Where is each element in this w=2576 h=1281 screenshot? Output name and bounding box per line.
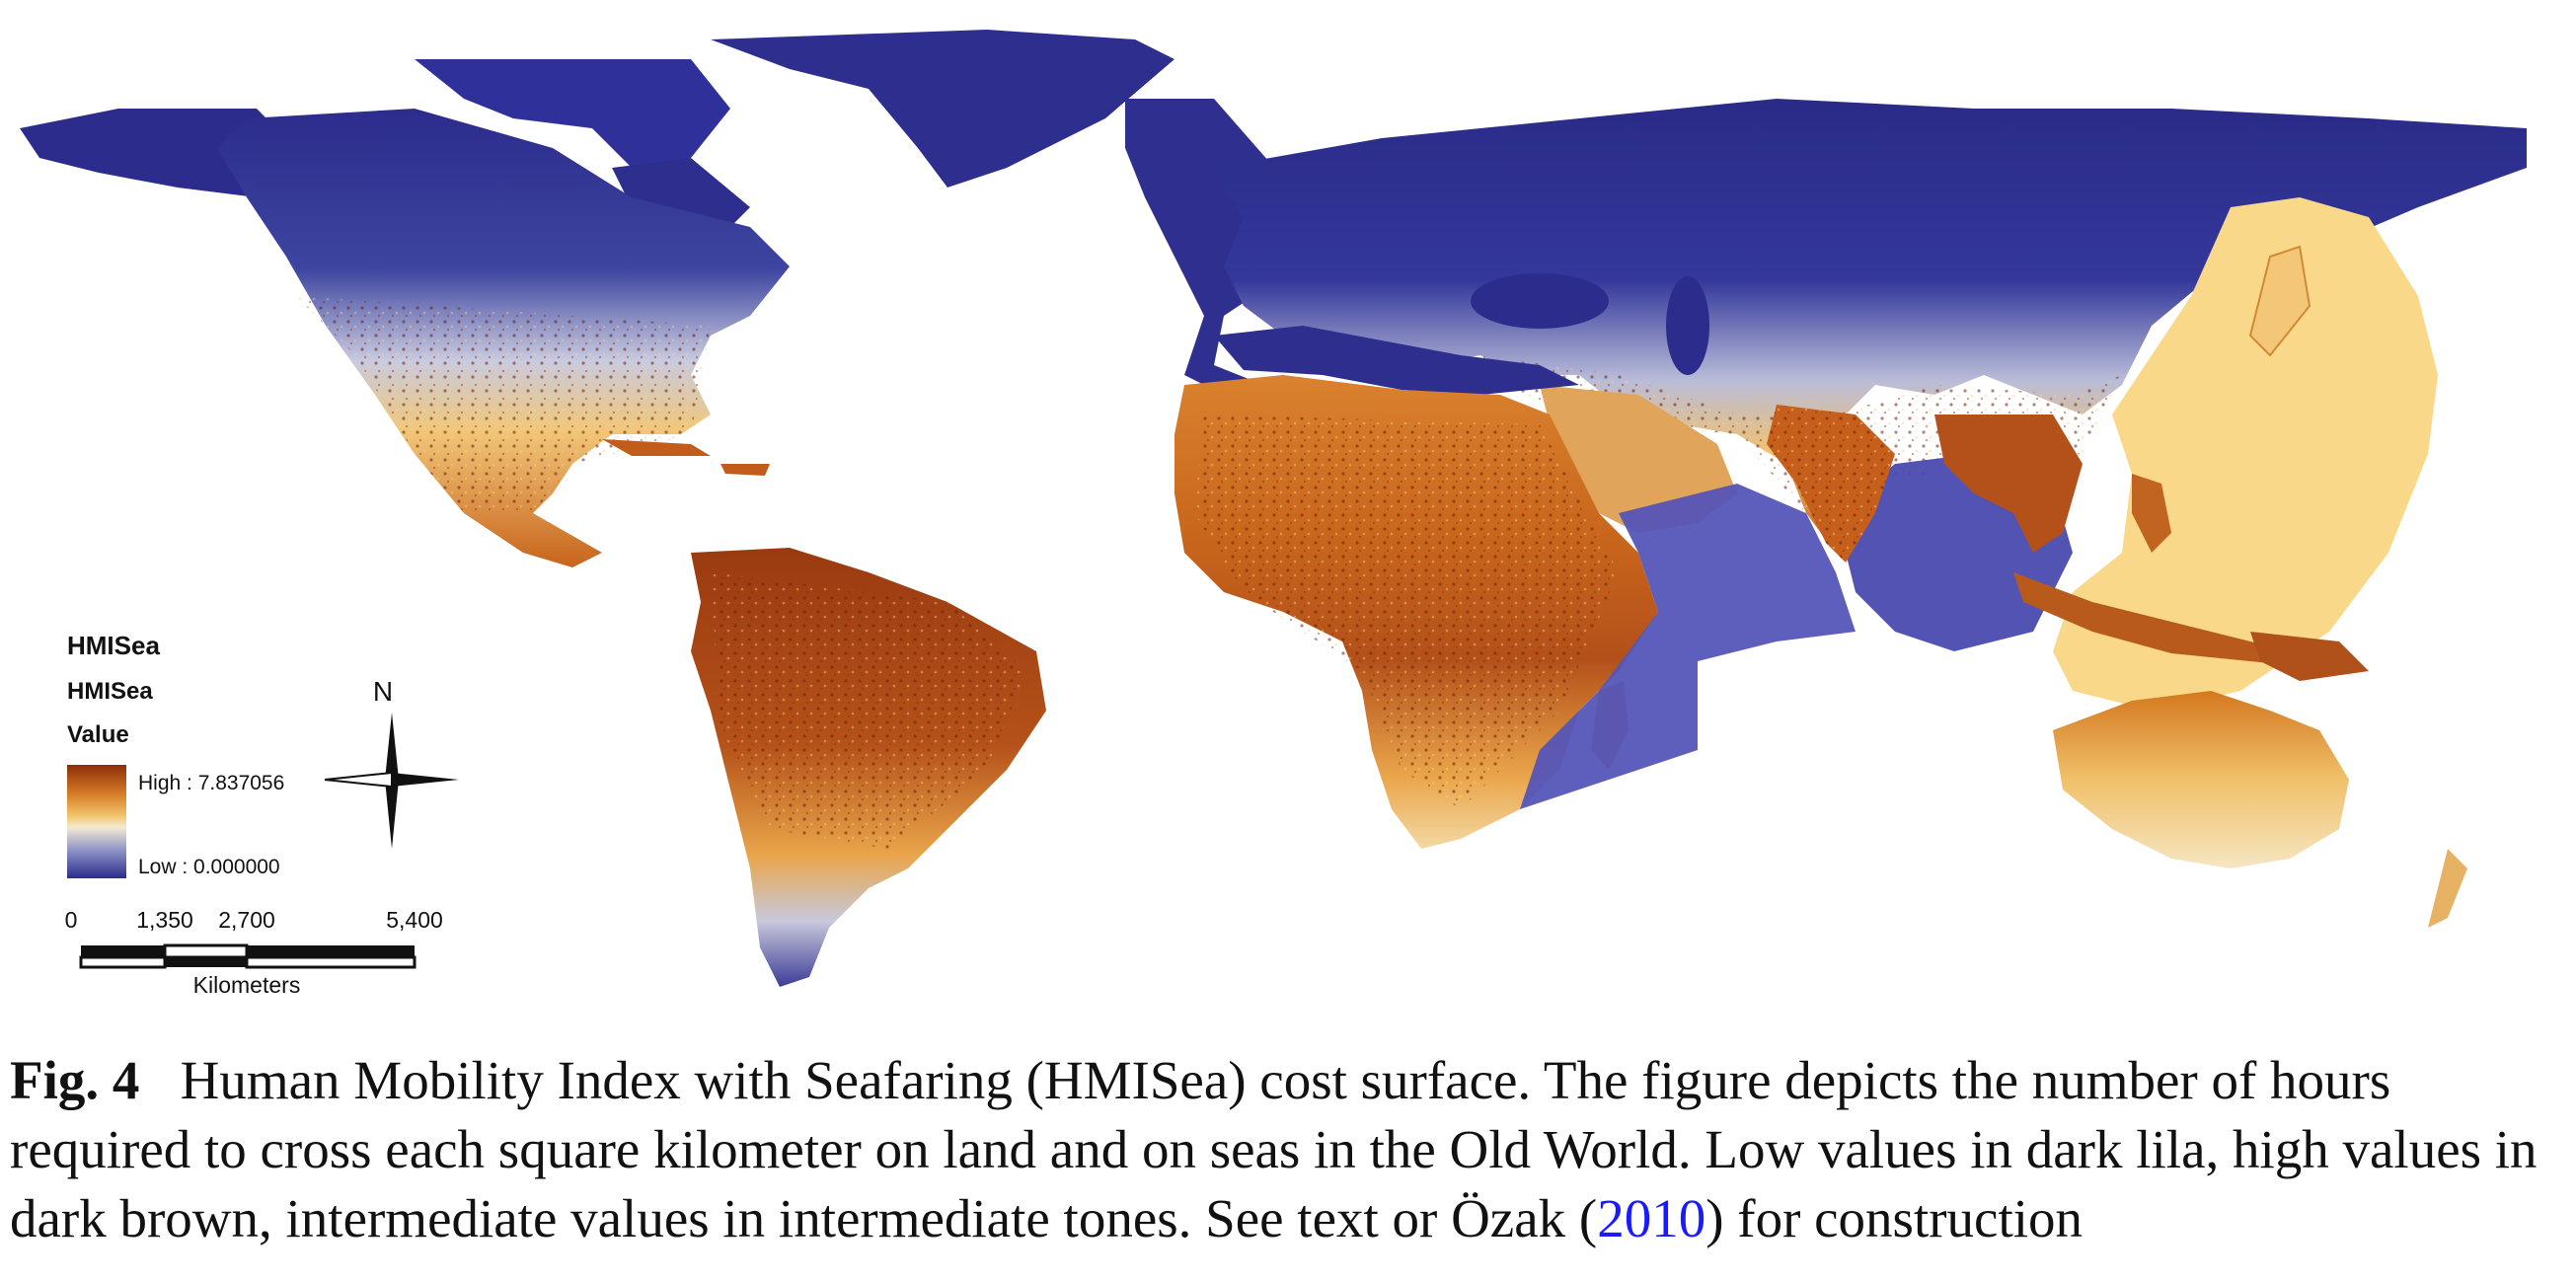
cuba — [602, 439, 711, 456]
legend-color-ramp — [67, 765, 126, 878]
caption-citation-link[interactable]: 2010 — [1597, 1188, 1706, 1248]
north-arrow-east — [392, 773, 459, 787]
new-zealand — [2428, 849, 2467, 928]
north-america-texture — [296, 296, 711, 513]
legend-value-label: Value — [67, 721, 129, 748]
legend-field-name: HMISea — [67, 678, 153, 705]
caption-text: Human Mobility Index with Seafaring (HMI… — [10, 1050, 2538, 1248]
black-sea — [1471, 273, 1609, 329]
new-guinea — [2250, 632, 2369, 681]
scale-tick-2700: 2,700 — [218, 907, 275, 933]
north-arrow-needle — [385, 713, 399, 780]
hispaniola — [720, 464, 770, 476]
south-america-texture — [711, 572, 1026, 849]
scale-segment-2 — [163, 943, 249, 959]
scale-lower-1 — [79, 955, 167, 969]
legend-high-label: High : 7.837056 — [138, 772, 284, 794]
southeast-asia-landmass — [1934, 414, 2083, 553]
greenland-landmass — [711, 30, 1174, 188]
caption-label: Fig. 4 — [10, 1050, 140, 1110]
north-arrow: N — [324, 676, 459, 849]
scale-tick-0: 0 — [65, 907, 78, 933]
east-asia-sea-zone — [2053, 197, 2438, 711]
scale-segment-3 — [247, 945, 415, 957]
mediterranean-sea-zone — [1214, 326, 1579, 395]
legend-layer-name: HMISea — [67, 631, 160, 660]
africa-texture — [1194, 414, 1619, 809]
world-map: HMISea HMISea Value High : 7.837056 Low … — [20, 30, 2527, 998]
scale-tick-1350: 1,350 — [136, 907, 193, 933]
north-label: N — [373, 676, 393, 707]
legend: HMISea HMISea Value High : 7.837056 Low … — [67, 631, 284, 878]
caption-text-end: ) for construction — [1705, 1188, 2084, 1248]
map-figure: HMISea HMISea Value High : 7.837056 Low … — [20, 30, 2527, 998]
scale-tick-5400: 5,400 — [386, 907, 443, 933]
scale-lower-3 — [245, 955, 417, 969]
australia-landmass — [2053, 691, 2349, 868]
scale-bar: 0 1,350 2,700 5,400 Kilometers — [65, 907, 443, 998]
japan-islands — [2248, 245, 2311, 357]
indonesia-islands — [2013, 572, 2290, 663]
caspian-sea — [1666, 276, 1709, 375]
arctic-archipelago — [415, 59, 730, 168]
alaska-landmass — [20, 109, 296, 197]
western-indian-ocean-zone — [1520, 484, 1856, 809]
india-texture — [1767, 405, 1895, 563]
legend-low-label: Low : 0.000000 — [138, 856, 280, 878]
north-arrow-west — [324, 771, 393, 789]
philippines-islands — [2132, 474, 2171, 553]
north-arrow-south — [385, 780, 399, 849]
figure-caption: Fig. 4 Human Mobility Index with Seafari… — [10, 1046, 2566, 1253]
eurasia-landmass — [1214, 99, 2527, 553]
scale-units: Kilometers — [193, 972, 301, 998]
scale-segment-1 — [81, 945, 165, 957]
scale-lower-2 — [165, 957, 247, 967]
